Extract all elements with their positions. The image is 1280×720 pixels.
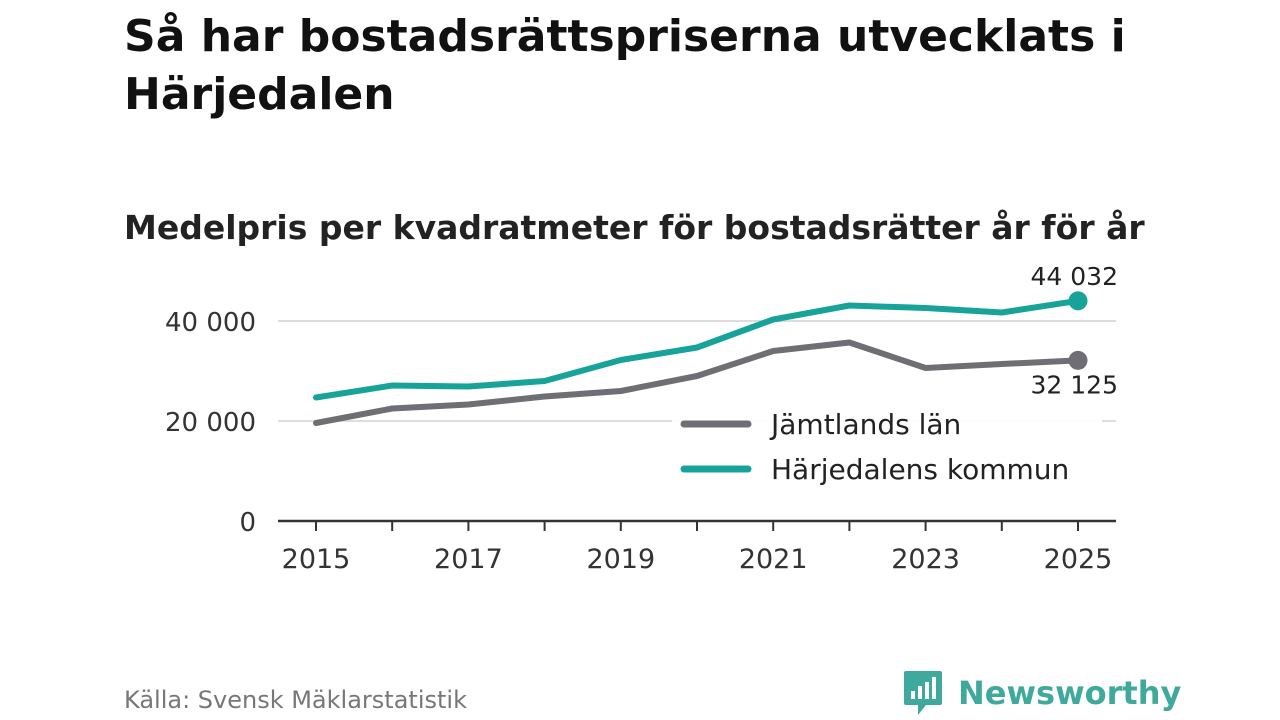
y-tick-label: 0	[239, 508, 256, 538]
end-value-label-harjedalen: 44 032	[1031, 262, 1118, 291]
series-end-marker-1	[1068, 291, 1088, 311]
series-line-0	[313, 339, 1081, 426]
label-layer: 44 032 32 125	[1031, 262, 1118, 400]
x-tick-label: 2017	[434, 544, 503, 575]
x-tick-label: 2023	[891, 544, 960, 575]
axis-layer: 0 20 000 40 000 2015 2017 2019 2021 2023 2025	[165, 308, 1116, 575]
newsworthy-logo-icon	[904, 671, 942, 715]
end-value-label-jamtland: 32 125	[1031, 370, 1118, 399]
brand-logo: Newsworthy	[902, 668, 1181, 718]
legend-label-1: Härjedalens kommun	[771, 453, 1069, 486]
source-note: Källa: Svensk Mäklarstatistik	[124, 686, 467, 714]
brand-name: Newsworthy	[958, 674, 1182, 712]
legend-layer: Jämtlands län Härjedalens kommun	[672, 406, 1102, 496]
chart-subtitle: Medelpris per kvadratmeter för bostadsrä…	[124, 208, 1145, 247]
y-tick-label: 20 000	[165, 408, 256, 438]
series-line-1	[313, 297, 1081, 401]
x-tick-label: 2019	[586, 544, 655, 575]
y-tick-label: 40 000	[165, 308, 256, 338]
x-tick-label: 2015	[282, 544, 351, 575]
series-end-marker-0	[1068, 350, 1088, 370]
x-tick-label: 2025	[1044, 544, 1113, 575]
x-tick-label: 2021	[739, 544, 808, 575]
chart-title: Så har bostadsrättspriserna utvecklats i…	[124, 11, 1126, 120]
series-layer	[313, 291, 1088, 426]
legend-label-0: Jämtlands län	[769, 408, 961, 441]
